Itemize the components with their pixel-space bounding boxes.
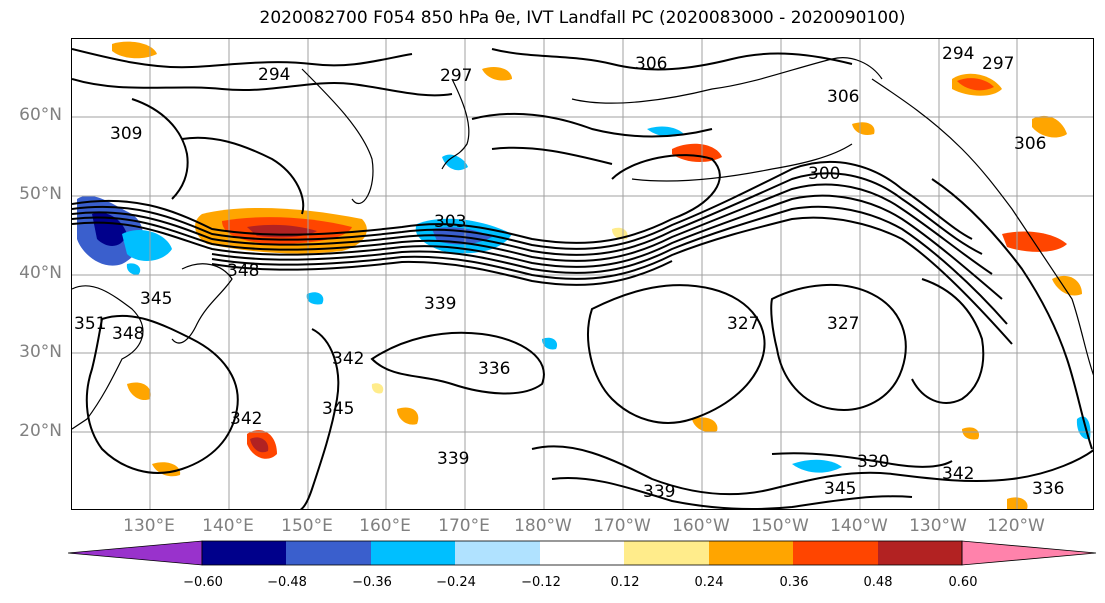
colorbar-tick-neg048: −0.48 — [267, 575, 307, 590]
colorbar-bin-8 — [793, 541, 878, 565]
colorbar-bin-2 — [286, 541, 371, 565]
colorbar-tick-neg036: −0.36 — [352, 575, 392, 590]
colorbar-outline — [201, 540, 963, 566]
contour-label-339-se: 339 — [643, 482, 675, 502]
lon-label-160w: 160°W — [672, 516, 730, 536]
lon-label-150w: 150°W — [751, 516, 809, 536]
lon-label-150e: 150°E — [281, 516, 333, 536]
contour-label-303: 303 — [434, 212, 466, 232]
lon-label-180w: 180°W — [514, 516, 572, 536]
lon-label-140e: 140°E — [202, 516, 254, 536]
contour-label-351: 351 — [74, 314, 106, 334]
colorbar-bin-9 — [878, 541, 962, 565]
colorbar-extend-high — [961, 540, 1097, 566]
lat-label-50n: 50°N — [19, 184, 62, 204]
colorbar-extend-low — [68, 540, 203, 566]
lon-label-120w: 120°W — [987, 516, 1045, 536]
contour-label-345: 345 — [140, 289, 172, 309]
contour-label-336: 336 — [478, 359, 510, 379]
colorbar-tick-048: 0.48 — [863, 575, 893, 590]
contour-label-342: 342 — [332, 349, 364, 369]
lat-label-20n: 20°N — [19, 421, 62, 441]
contour-label-336-e: 336 — [1032, 479, 1064, 499]
colorbar-bin-4 — [455, 541, 540, 565]
colorbar-tick-060: 0.60 — [948, 575, 978, 590]
lat-label-60n: 60°N — [19, 105, 62, 125]
contour-label-297: 297 — [440, 66, 472, 86]
contour-label-348-w: 348 — [112, 324, 144, 344]
contour-label-348: 348 — [227, 261, 259, 281]
colorbar-tick-036: 0.36 — [779, 575, 809, 590]
colorbar-bin-3 — [371, 541, 455, 565]
coastlines — [72, 57, 1093, 430]
contour-label-309: 309 — [110, 124, 142, 144]
map-panel: 294 297 306 294 297 309 306 300 303 348 … — [71, 38, 1094, 510]
lon-label-130w: 130°W — [909, 516, 967, 536]
contour-label-345-se: 345 — [824, 479, 856, 499]
contour-label-306-e: 306 — [1014, 134, 1046, 154]
lon-label-170w: 170°W — [593, 516, 651, 536]
contour-label-330: 330 — [857, 452, 889, 472]
lat-label-40n: 40°N — [19, 263, 62, 283]
contour-label-345-c: 345 — [322, 399, 354, 419]
contour-label-327: 327 — [727, 314, 759, 334]
contour-label-342-e: 342 — [942, 464, 974, 484]
lon-label-160e: 160°E — [359, 516, 411, 536]
theta-e-contours — [72, 48, 1093, 509]
lon-label-140w: 140°W — [830, 516, 888, 536]
contour-label-327-e: 327 — [827, 314, 859, 334]
contour-label-306: 306 — [635, 54, 667, 74]
negative-anomaly-shading — [77, 126, 1091, 473]
contour-label-306-alaska: 306 — [827, 87, 859, 107]
contour-label-342-sw: 342 — [230, 409, 262, 429]
colorbar-tick-neg024: −0.24 — [436, 575, 476, 590]
contour-label-300: 300 — [808, 164, 840, 184]
lat-label-30n: 30°N — [19, 342, 62, 362]
colorbar — [68, 540, 1097, 566]
contour-label-339-s: 339 — [437, 449, 469, 469]
contour-label-297-ne: 297 — [982, 54, 1014, 74]
lon-label-130e: 130°E — [123, 516, 175, 536]
colorbar-tick-neg012: −0.12 — [521, 575, 561, 590]
contour-label-339: 339 — [424, 294, 456, 314]
contour-label-294: 294 — [258, 65, 290, 85]
colorbar-tick-012: 0.12 — [610, 575, 640, 590]
colorbar-tick-neg060: −0.60 — [183, 575, 223, 590]
colorbar-bin-5 — [540, 541, 624, 565]
map-title: 2020082700 F054 850 hPa θe, IVT Landfall… — [259, 8, 906, 28]
colorbar-bin-1 — [202, 541, 286, 565]
lon-label-170e: 170°E — [438, 516, 490, 536]
colorbar-bin-7 — [709, 541, 793, 565]
colorbar-tick-024: 0.24 — [694, 575, 724, 590]
contour-labels: 294 297 306 294 297 309 306 300 303 348 … — [74, 44, 1064, 502]
map-canvas: 294 297 306 294 297 309 306 300 303 348 … — [72, 39, 1093, 509]
contour-label-294-ne: 294 — [942, 44, 974, 64]
colorbar-bin-6 — [624, 541, 709, 565]
